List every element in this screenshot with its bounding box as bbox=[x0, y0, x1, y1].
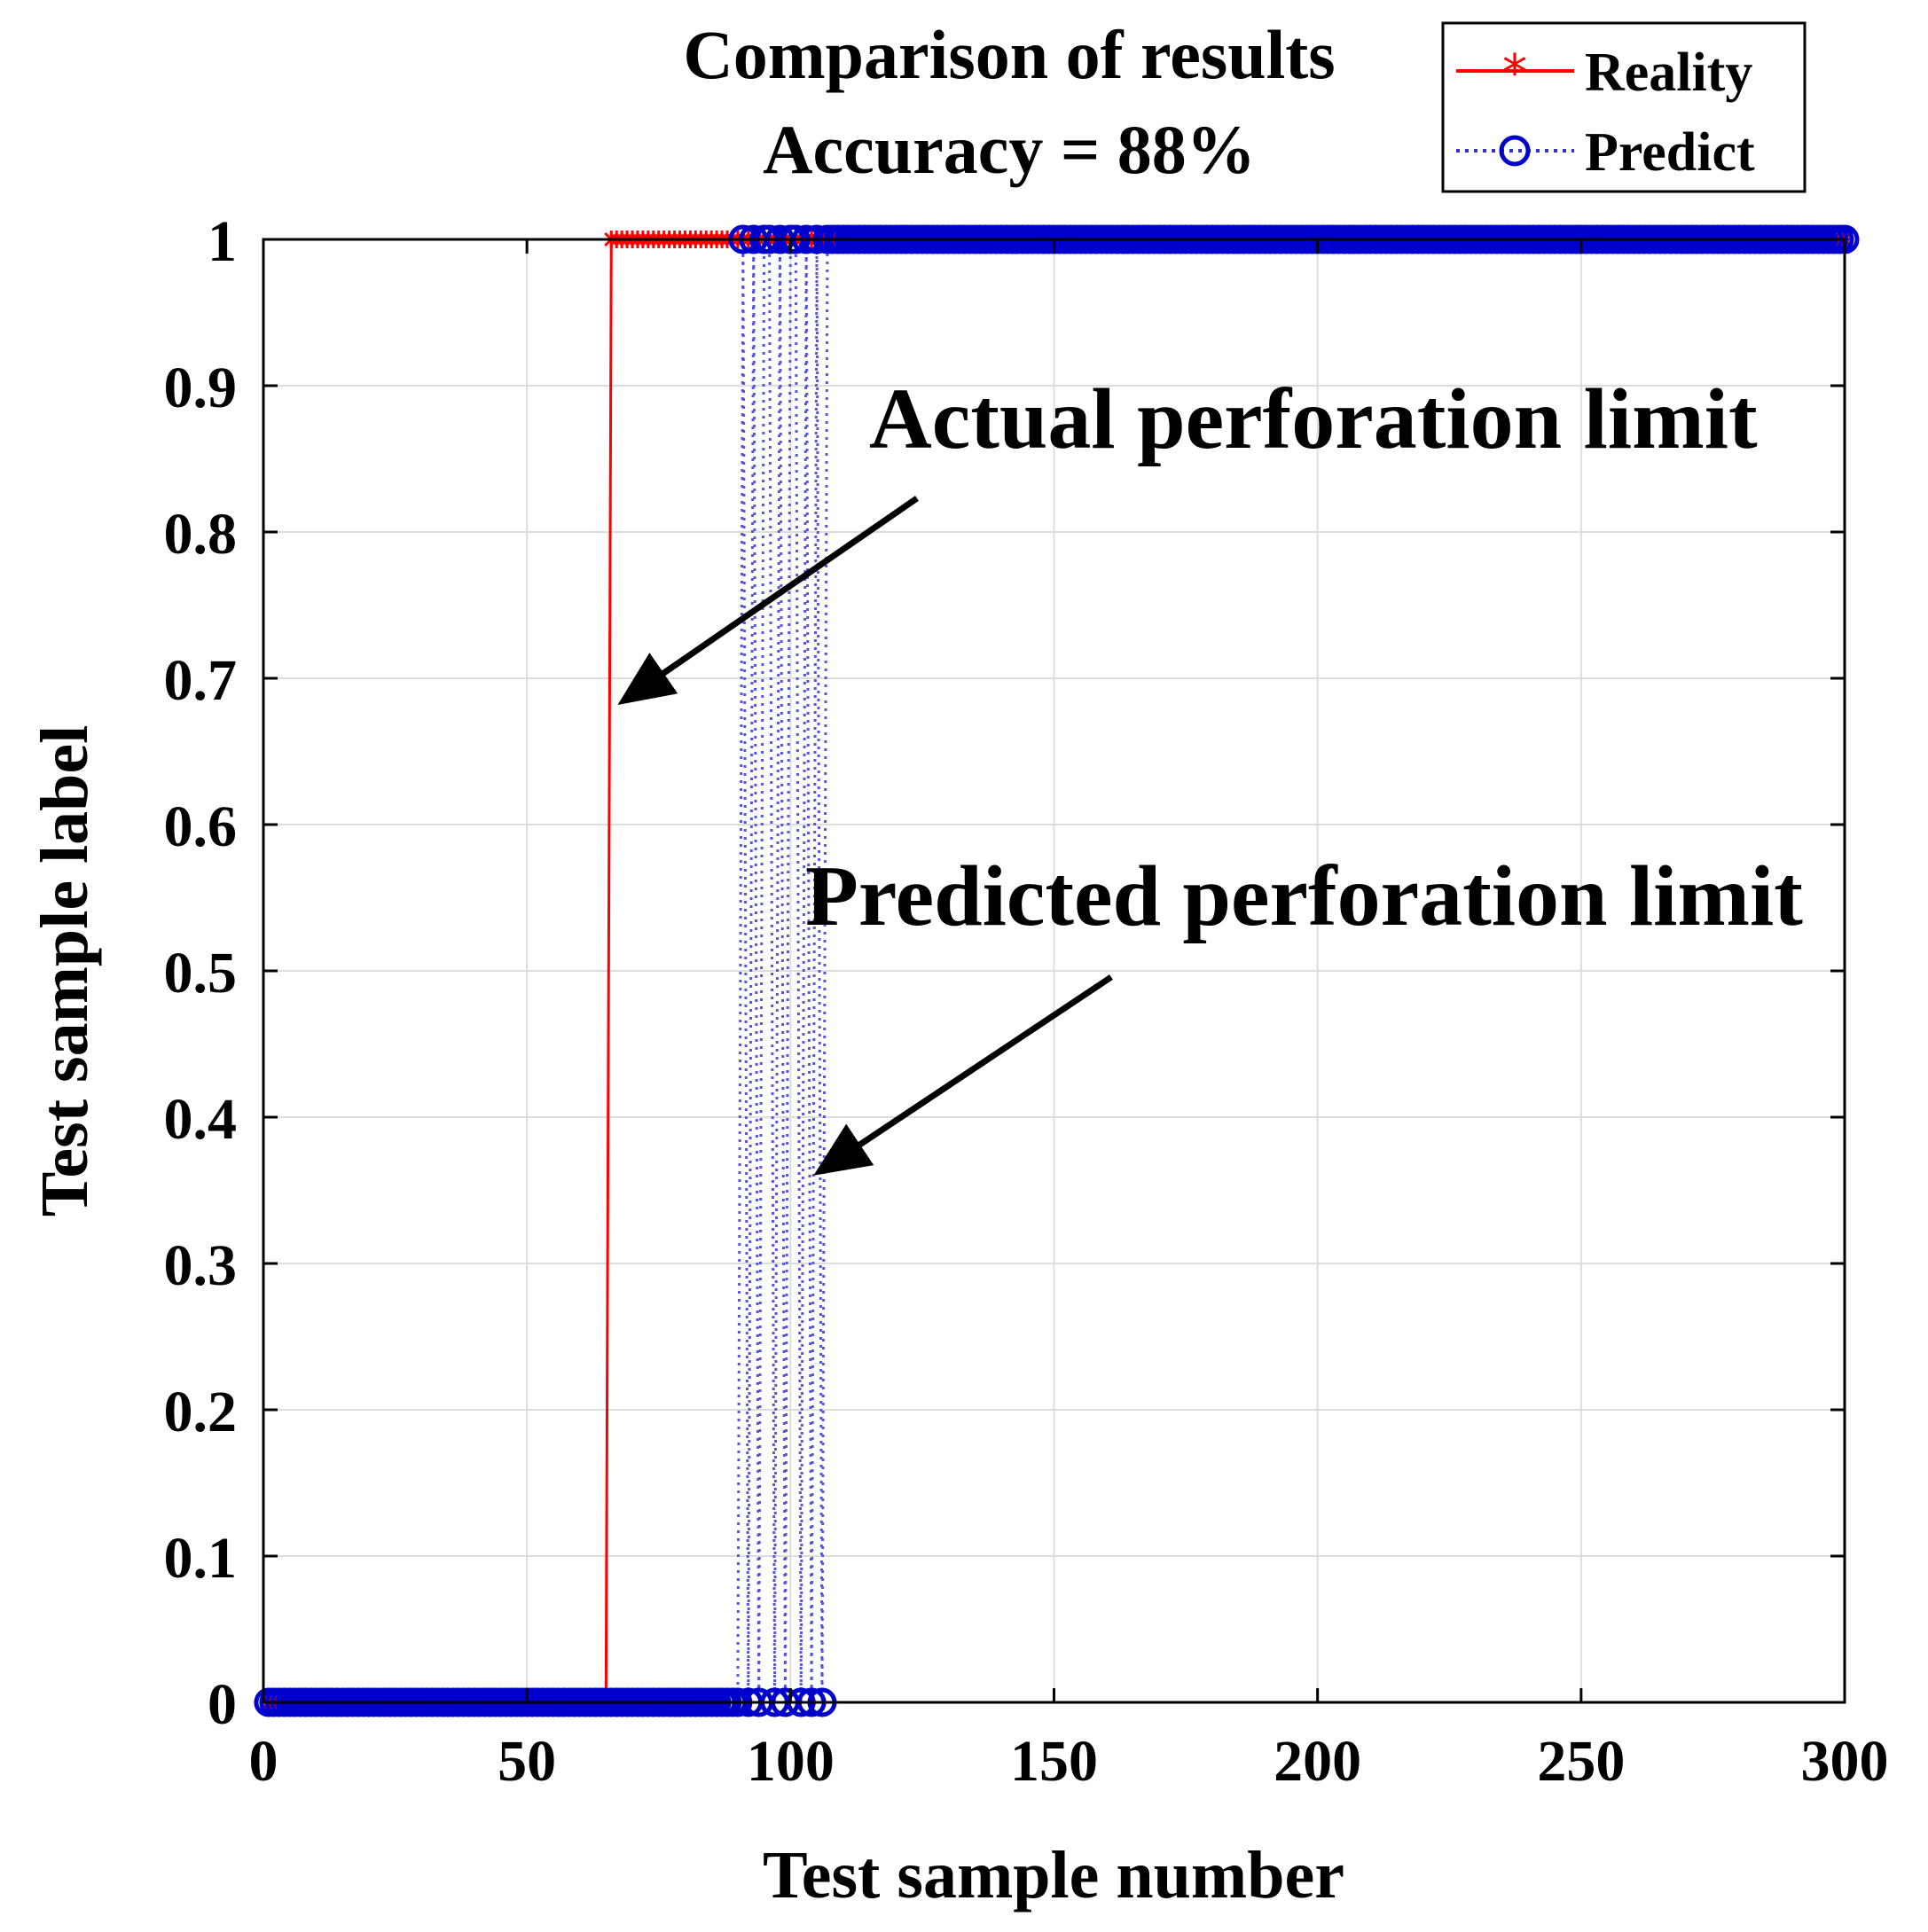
ticks bbox=[262, 238, 1846, 1704]
legend-reality-label: Reality bbox=[1585, 43, 1752, 103]
x-tick-label: 100 bbox=[747, 1729, 835, 1794]
y-tick-label: 0.8 bbox=[164, 502, 238, 567]
x-tick-label: 200 bbox=[1274, 1729, 1361, 1794]
legend-predict-marker bbox=[1499, 135, 1531, 167]
annotation-predicted-arrow bbox=[813, 974, 1113, 1176]
y-tick-label: 0.5 bbox=[164, 941, 238, 1005]
y-tick-labels: 0 0.1 0.2 0.3 0.4 0.5 0.6 0.7 0.8 0.9 1 bbox=[164, 209, 238, 1737]
y-tick-label: 0.9 bbox=[164, 356, 238, 420]
y-axis-label: Test sample label bbox=[27, 725, 102, 1217]
y-tick-label: 0.6 bbox=[164, 794, 238, 859]
chart-title: Comparison of results bbox=[683, 16, 1335, 93]
legend-box bbox=[1441, 21, 1807, 193]
y-tick-label: 1 bbox=[208, 209, 237, 274]
annotation-actual-arrow bbox=[617, 496, 919, 705]
x-tick-label: 50 bbox=[498, 1729, 556, 1794]
y-tick-label: 0.2 bbox=[164, 1380, 238, 1444]
chart-subtitle: Accuracy = 88% bbox=[763, 111, 1256, 188]
legend: * Reality Predict bbox=[1441, 21, 1807, 193]
x-tick-label: 250 bbox=[1537, 1729, 1625, 1794]
legend-reality-marker: * bbox=[1502, 44, 1527, 102]
x-axis-label: Test sample number bbox=[763, 1838, 1344, 1912]
y-tick-label: 0.4 bbox=[164, 1087, 238, 1152]
annotation-actual-limit: Actual perforation limit bbox=[869, 372, 1758, 467]
annotation-predicted-limit: Predicted perforation limit bbox=[805, 849, 1803, 944]
x-tick-label: 300 bbox=[1801, 1729, 1889, 1794]
legend-predict-label: Predict bbox=[1585, 122, 1755, 183]
y-tick-label: 0.3 bbox=[164, 1233, 238, 1298]
y-tick-label: 0.7 bbox=[164, 648, 238, 713]
y-tick-label: 0.1 bbox=[164, 1526, 238, 1591]
x-tick-labels: 0 50 100 150 200 250 300 bbox=[249, 1729, 1889, 1794]
x-tick-label: 150 bbox=[1010, 1729, 1098, 1794]
y-tick-label: 0 bbox=[208, 1672, 237, 1737]
x-tick-label: 0 bbox=[249, 1729, 278, 1794]
